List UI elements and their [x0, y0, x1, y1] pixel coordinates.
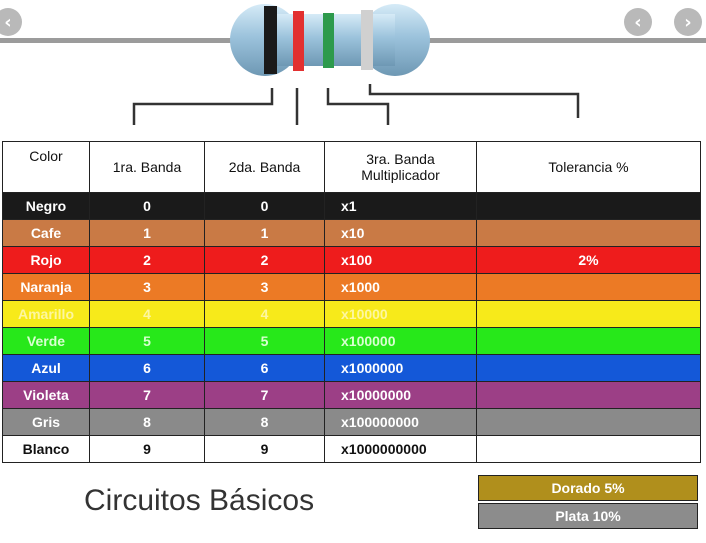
cell-band1: 1 — [89, 219, 205, 247]
table-row: Amarillo 4 4 x10000 — [2, 300, 701, 328]
cell-band1: 7 — [89, 381, 205, 409]
header-color: Color — [2, 141, 90, 193]
tolerance-silver: Plata 10% — [478, 503, 698, 529]
cell-tolerance — [476, 435, 701, 463]
cell-band2: 5 — [204, 327, 325, 355]
table-row: Violeta 7 7 x10000000 — [2, 381, 701, 409]
table-row: Azul 6 6 x1000000 — [2, 354, 701, 382]
header-tolerance: Tolerancia % — [476, 141, 701, 193]
table-row: Gris 8 8 x100000000 — [2, 408, 701, 436]
cell-multiplier: x10000 — [324, 300, 477, 328]
cell-color-name: Violeta — [2, 381, 90, 409]
cell-multiplier: x1 — [324, 192, 477, 220]
cell-band2: 0 — [204, 192, 325, 220]
header-band3-line2: Multiplicador — [361, 167, 440, 183]
header-band3: 3ra. Banda Multiplicador — [324, 141, 477, 193]
cell-band2: 1 — [204, 219, 325, 247]
cell-tolerance: 2% — [476, 246, 701, 274]
cell-band2: 3 — [204, 273, 325, 301]
cell-band1: 2 — [89, 246, 205, 274]
next-image-icon[interactable]: › — [674, 8, 702, 36]
table-header-row: Color 1ra. Banda 2da. Banda 3ra. Banda M… — [2, 141, 701, 193]
cell-band1: 9 — [89, 435, 205, 463]
table-row: Naranja 3 3 x1000 — [2, 273, 701, 301]
cell-band2: 6 — [204, 354, 325, 382]
tolerance-silver-label: Plata 10% — [555, 508, 621, 524]
resistor-illustration — [0, 4, 706, 125]
cell-multiplier: x100000 — [324, 327, 477, 355]
cell-multiplier: x100 — [324, 246, 477, 274]
cell-tolerance — [476, 381, 701, 409]
cell-color-name: Gris — [2, 408, 90, 436]
band-4-silver — [361, 10, 373, 70]
color-code-table: Color 1ra. Banda 2da. Banda 3ra. Banda M… — [2, 141, 701, 463]
resistor-lead-left — [0, 38, 240, 43]
cell-band2: 8 — [204, 408, 325, 436]
tolerance-gold-label: Dorado 5% — [551, 480, 625, 496]
table-row: Verde 5 5 x100000 — [2, 327, 701, 355]
cell-tolerance — [476, 219, 701, 247]
cell-band1: 5 — [89, 327, 205, 355]
resistor-lead-right — [425, 38, 706, 43]
cell-band1: 4 — [89, 300, 205, 328]
tolerance-gold: Dorado 5% — [478, 475, 698, 501]
cell-band1: 8 — [89, 408, 205, 436]
cell-tolerance — [476, 354, 701, 382]
cell-color-name: Verde — [2, 327, 90, 355]
cell-multiplier: x1000000 — [324, 354, 477, 382]
cell-band1: 0 — [89, 192, 205, 220]
cell-band1: 3 — [89, 273, 205, 301]
cell-tolerance — [476, 327, 701, 355]
cell-multiplier: x100000000 — [324, 408, 477, 436]
previous-image-icon[interactable]: ‹ — [624, 8, 652, 36]
cell-band2: 2 — [204, 246, 325, 274]
cell-tolerance — [476, 300, 701, 328]
cell-tolerance — [476, 408, 701, 436]
cell-color-name: Naranja — [2, 273, 90, 301]
cell-color-name: Amarillo — [2, 300, 90, 328]
cell-multiplier: x10000000 — [324, 381, 477, 409]
cell-color-name: Rojo — [2, 246, 90, 274]
cell-band1: 6 — [89, 354, 205, 382]
band-3-green — [323, 13, 334, 68]
page-title: Circuitos Básicos — [84, 484, 315, 517]
cell-color-name: Negro — [2, 192, 90, 220]
table-row: Blanco 9 9 x1000000000 — [2, 435, 701, 463]
cell-multiplier: x1000000000 — [324, 435, 477, 463]
table-row: Negro 0 0 x1 — [2, 192, 701, 220]
cell-color-name: Blanco — [2, 435, 90, 463]
cell-color-name: Cafe — [2, 219, 90, 247]
cell-band2: 7 — [204, 381, 325, 409]
band-1-black — [264, 6, 277, 74]
cell-tolerance — [476, 192, 701, 220]
header-band2: 2da. Banda — [204, 141, 325, 193]
cell-band2: 9 — [204, 435, 325, 463]
table-row: Rojo 2 2 x100 2% — [2, 246, 701, 274]
header-band1: 1ra. Banda — [89, 141, 205, 193]
band-2-red — [293, 11, 304, 71]
band-leader-lines — [132, 84, 580, 125]
cell-multiplier: x1000 — [324, 273, 477, 301]
cell-multiplier: x10 — [324, 219, 477, 247]
cell-tolerance — [476, 273, 701, 301]
cell-band2: 4 — [204, 300, 325, 328]
table-row: Cafe 1 1 x10 — [2, 219, 701, 247]
close-icon[interactable]: ‹ — [0, 8, 22, 36]
cell-color-name: Azul — [2, 354, 90, 382]
header-band3-line1: 3ra. Banda — [366, 151, 435, 167]
